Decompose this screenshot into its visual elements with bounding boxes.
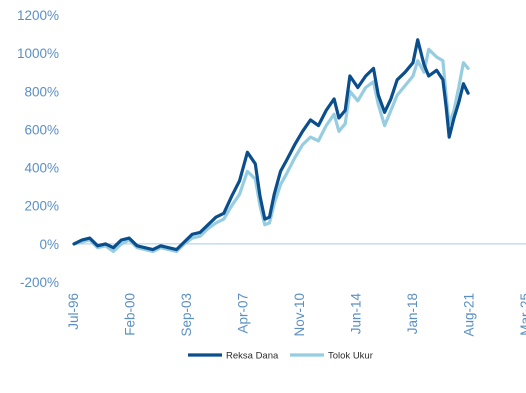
- y-tick-label: -200%: [20, 275, 59, 290]
- x-tick-label: Mar-25: [518, 293, 526, 336]
- x-tick-label: Jan-18: [405, 293, 420, 334]
- y-tick-label: 0%: [39, 237, 59, 252]
- y-axis: -200% 0% 200% 400% 600% 800% 1000% 1200%: [17, 8, 59, 290]
- y-tick-label: 1200%: [17, 8, 59, 23]
- series-line-tolok-ukur: [72, 47, 470, 254]
- series-layer: [72, 38, 470, 254]
- x-tick-label: Jun-14: [349, 293, 364, 335]
- y-tick-label: 600%: [24, 122, 59, 137]
- x-tick-label: Feb-00: [122, 293, 137, 336]
- x-tick-label: Sep-03: [179, 293, 194, 337]
- x-tick-label: Aug-21: [461, 293, 476, 337]
- x-tick-label: Jul-96: [66, 293, 81, 330]
- y-tick-label: 400%: [24, 161, 59, 176]
- y-tick-label: 200%: [24, 199, 59, 214]
- x-tick-label: Nov-10: [292, 293, 307, 337]
- series-line-reksa-dana: [72, 38, 470, 252]
- y-tick-label: 800%: [24, 84, 59, 99]
- x-tick-label: Apr-07: [235, 293, 250, 334]
- legend-item-tolok-ukur-label: Tolok Ukur: [328, 351, 373, 362]
- legend-item-reksa-dana-label: Reksa Dana: [226, 351, 279, 362]
- x-axis: Jul-96 Feb-00 Sep-03 Apr-07 Nov-10 Jun-14 Jan-…: [66, 243, 526, 337]
- legend: Reksa Dana Tolok Ukur: [188, 351, 373, 362]
- y-tick-label: 1000%: [17, 46, 59, 61]
